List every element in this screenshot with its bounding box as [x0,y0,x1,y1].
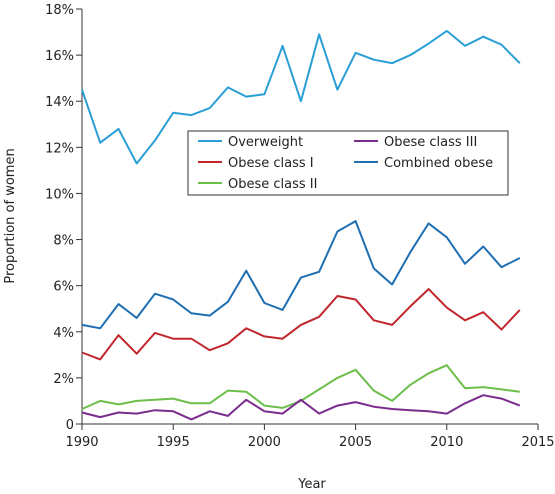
legend-label: Obese class I [228,156,314,171]
y-tick-label: 0 [66,418,74,433]
series-line-obese-class-iii [81,394,521,421]
legend-box [187,130,509,196]
y-tick-label: 12% [45,141,74,156]
y-tick-label: 8% [53,234,74,249]
y-tick-label: 18% [45,3,74,18]
y-tick-label: 4% [53,326,74,341]
x-tick-label: 2010 [430,435,463,450]
x-tick-label: 1995 [157,435,190,450]
x-tick-label: 2000 [248,435,281,450]
series-line-obese-class-i [81,288,521,361]
series-line-overweight [81,29,521,165]
x-tick-label: 2005 [339,435,372,450]
legend-label: Obese class III [384,135,477,150]
y-tick-label: 16% [45,49,74,64]
x-axis-title: Year [297,477,326,492]
x-tick-label: 1990 [65,435,98,450]
x-tick-label: 2015 [521,435,554,450]
legend: Overweight Obese class III Obese class I Co… [187,130,509,196]
series-line-obese-class-ii [81,364,520,410]
y-tick-label: 10% [45,187,74,202]
axes: 0 2% 4% 6% 8% 10% 12% 14% 16% 18% 1990 1995 2000 2005… [45,3,554,450]
legend-label: Combined obese [384,156,493,171]
legend-label: Obese class II [228,177,317,192]
y-axis-title: Proportion of women [3,148,18,283]
y-tick-label: 2% [53,372,74,387]
series-lines [81,29,521,421]
legend-label: Overweight [228,135,303,150]
series-line-combined-obese [81,220,521,330]
y-tick-label: 6% [53,280,74,295]
y-tick-label: 14% [45,95,74,110]
